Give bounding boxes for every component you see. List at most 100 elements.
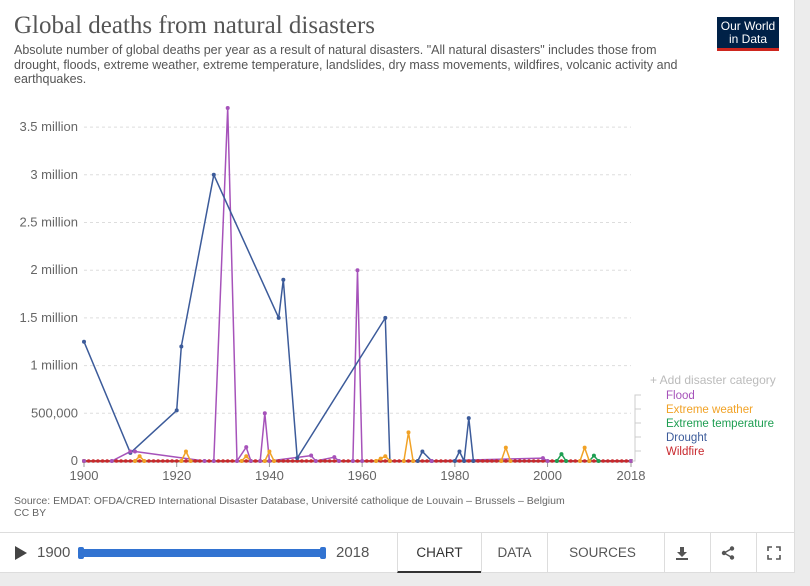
add-category-button[interactable]: + Add disaster category xyxy=(650,373,776,387)
legend-connector xyxy=(632,450,641,462)
start-year: 1900 xyxy=(37,544,71,561)
data-point-flood xyxy=(545,459,550,463)
data-point-flood xyxy=(267,459,272,463)
data-point-wildfire xyxy=(123,459,128,463)
data-point-wildfire xyxy=(91,459,96,463)
y-tick-label: 500,000 xyxy=(31,405,78,420)
source-text: Source: EMDAT: OFDA/CRED International D… xyxy=(14,495,565,507)
data-point-flood xyxy=(313,459,318,463)
data-point-wildfire xyxy=(244,459,249,463)
data-point-wildfire xyxy=(286,459,290,463)
data-point-wildfire xyxy=(170,459,174,463)
data-point-extreme-temperature xyxy=(596,459,601,463)
data-point-wildfire xyxy=(295,459,300,463)
data-point-extreme-weather xyxy=(262,459,267,463)
series-line-flood xyxy=(84,107,631,462)
chart-subtitle: Absolute number of global deaths per yea… xyxy=(14,43,678,86)
timeline-track[interactable] xyxy=(78,549,326,557)
y-tick-label: 3 million xyxy=(30,167,78,182)
data-point-wildfire xyxy=(448,459,453,463)
source-note: Source: EMDAT: OFDA/CRED International D… xyxy=(14,495,714,519)
data-point-wildfire xyxy=(619,459,624,463)
data-point-wildfire xyxy=(610,459,615,463)
data-point-wildfire xyxy=(531,459,536,463)
tab-data[interactable]: DATA xyxy=(481,533,547,573)
tab-chart[interactable]: CHART xyxy=(397,533,481,573)
chart-frame: Global deaths from natural disasters Abs… xyxy=(0,0,795,573)
data-point-wildfire xyxy=(105,459,109,463)
data-point-wildfire xyxy=(517,459,522,463)
data-point-wildfire xyxy=(156,459,160,463)
data-point-wildfire xyxy=(559,459,564,463)
data-point-wildfire xyxy=(151,459,156,463)
data-point-wildfire xyxy=(582,459,587,463)
data-point-extreme-temperature xyxy=(554,459,559,463)
fullscreen-button[interactable] xyxy=(756,533,790,573)
data-point-wildfire xyxy=(304,459,309,463)
data-point-extreme-weather xyxy=(378,456,383,461)
data-point-extreme-weather xyxy=(183,449,188,454)
legend-connector xyxy=(632,408,641,462)
data-point-drought xyxy=(211,172,216,177)
y-tick-label: 2.5 million xyxy=(19,214,78,229)
data-point-flood xyxy=(540,456,545,461)
data-point-drought xyxy=(466,416,471,421)
data-point-extreme-weather xyxy=(587,459,592,463)
data-point-extreme-temperature xyxy=(559,452,564,457)
data-point-extreme-weather xyxy=(411,459,416,463)
timeline-end-handle[interactable] xyxy=(320,547,326,559)
data-point-wildfire xyxy=(513,459,517,463)
data-point-extreme-temperature xyxy=(591,453,596,458)
data-point-extreme-weather xyxy=(406,430,411,435)
timeline-slider[interactable] xyxy=(78,547,326,559)
data-point-wildfire xyxy=(369,459,374,463)
data-point-drought xyxy=(462,459,467,463)
data-point-wildfire xyxy=(476,459,480,463)
timeline-start-handle[interactable] xyxy=(78,547,84,559)
data-point-wildfire xyxy=(522,459,527,463)
data-point-drought xyxy=(179,344,184,349)
license-text: CC BY xyxy=(14,507,47,519)
data-point-wildfire xyxy=(225,459,230,463)
data-point-wildfire xyxy=(119,459,123,463)
data-point-flood xyxy=(360,459,365,463)
owid-logo[interactable]: Our World in Data xyxy=(717,17,779,51)
data-point-wildfire xyxy=(281,459,286,463)
data-point-extreme-weather xyxy=(132,459,137,463)
data-point-wildfire xyxy=(128,459,133,463)
share-icon xyxy=(721,546,735,560)
data-point-extreme-weather xyxy=(508,459,513,463)
data-point-flood xyxy=(202,459,207,463)
data-point-wildfire xyxy=(355,459,360,463)
data-point-wildfire xyxy=(193,459,198,463)
data-point-wildfire xyxy=(480,459,485,463)
data-point-wildfire xyxy=(383,459,388,463)
download-button[interactable] xyxy=(664,533,698,573)
data-point-wildfire xyxy=(100,459,105,463)
share-button[interactable] xyxy=(710,533,744,573)
control-bar: 1900 2018 CHART DATA SOURCES xyxy=(0,532,794,573)
data-point-wildfire xyxy=(615,459,619,463)
chart-title: Global deaths from natural disasters xyxy=(14,12,376,39)
data-point-wildfire xyxy=(216,459,221,463)
data-point-wildfire xyxy=(541,459,545,463)
data-point-extreme-weather xyxy=(239,459,244,463)
tab-sources[interactable]: SOURCES xyxy=(547,533,657,573)
legend-item: Flood xyxy=(666,390,695,402)
x-tick-label: 2000 xyxy=(533,468,562,483)
y-tick-label: 3.5 million xyxy=(19,119,78,134)
series-line-extreme-weather xyxy=(84,431,631,462)
data-point-drought xyxy=(420,449,425,454)
y-tick-label: 1 million xyxy=(30,358,78,373)
data-point-drought xyxy=(281,277,286,282)
data-point-wildfire xyxy=(527,459,531,463)
data-point-wildfire xyxy=(207,459,211,463)
data-point-wildfire xyxy=(485,459,490,463)
data-point-wildfire xyxy=(346,459,351,463)
data-point-wildfire xyxy=(96,459,100,463)
x-tick-label: 1920 xyxy=(162,468,191,483)
data-point-flood xyxy=(262,411,267,416)
data-point-drought xyxy=(276,315,281,320)
play-icon[interactable] xyxy=(15,546,27,560)
data-point-extreme-weather xyxy=(188,459,193,463)
